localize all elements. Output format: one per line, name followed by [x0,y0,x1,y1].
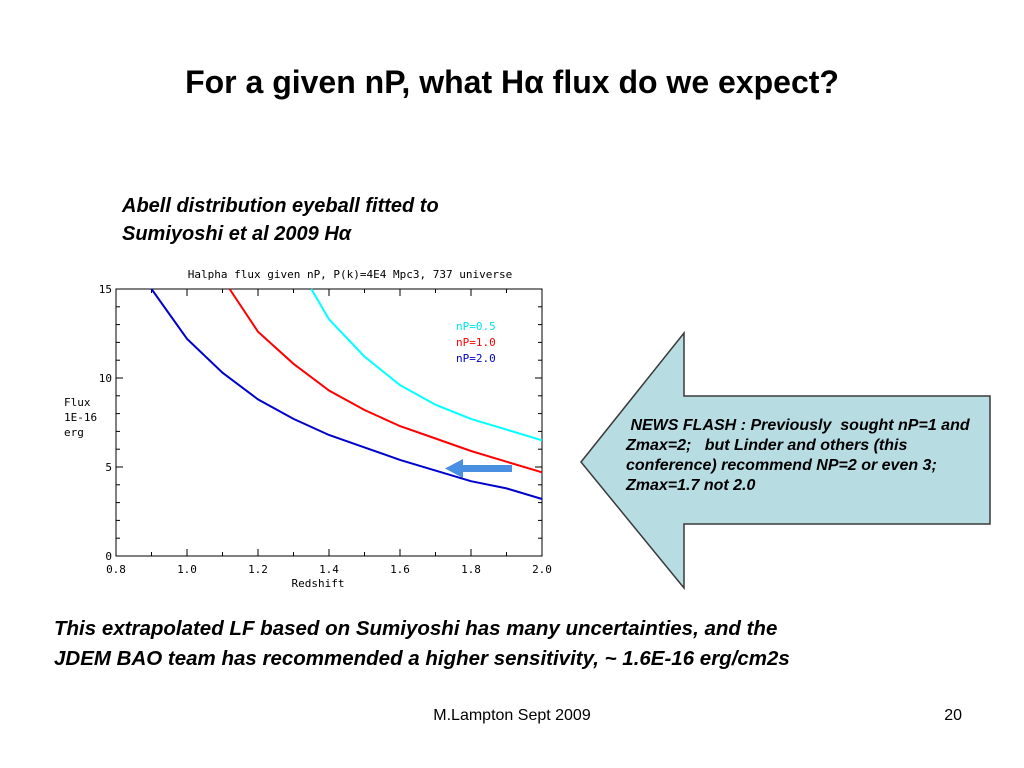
x-tick-label: 0.8 [106,563,126,576]
caption-line-2: Sumiyoshi et al 2009 Hα [122,223,352,245]
footer-author: M.Lampton Sept 2009 [433,707,591,724]
chart-legend: nP=0.5 nP=1.0 nP=2.0 [456,320,496,365]
y-tick-label: 5 [105,461,112,474]
y-tick-label: 10 [99,372,112,385]
caption-line-1: Abell distribution eyeball fitted to [122,195,439,217]
y-axis-label-line: erg [64,426,84,439]
x-tick-label: 1.8 [461,563,481,576]
y-tick-label: 15 [99,283,112,296]
series-line-np20 [150,288,543,500]
legend-entry-np05: nP=0.5 [456,320,496,333]
series-line-np10 [228,288,543,474]
x-tick-label: 2.0 [532,563,552,576]
legend-entry-np10: nP=1.0 [456,336,496,349]
y-axis-label-line: 1E-16 [64,411,97,424]
x-axis-label: Redshift [292,577,345,590]
indicator-arrow-shaft [460,465,512,472]
y-axis-label-line: Flux [64,396,91,409]
news-flash-text: NEWS FLASH : Previously sought nP=1 and … [626,417,975,494]
series-line-np05 [310,288,543,442]
chart-caption: Abell distribution eyeball fitted to Sum… [122,192,562,248]
chart-title: Halpha flux given nP, P(k)=4E4 Mpc3, 737… [188,268,513,281]
bottom-note-line-2: JDEM BAO team has recommended a higher s… [54,647,790,670]
y-tick-labels: 0 5 10 15 [99,283,112,563]
page-number: 20 [944,707,962,724]
x-tick-label: 1.0 [177,563,197,576]
x-tick-labels: 0.8 1.0 1.2 1.4 1.6 1.8 2.0 [106,563,552,576]
bottom-note: This extrapolated LF based on Sumiyoshi … [54,614,1004,674]
x-tick-label: 1.4 [319,563,339,576]
legend-entry-np20: nP=2.0 [456,352,496,365]
news-flash-arrow [580,330,991,591]
indicator-arrow [445,459,512,478]
x-tick-label: 1.6 [390,563,410,576]
slide-title: For a given nP, what Hα flux do we expec… [185,64,839,100]
x-tick-label: 1.2 [248,563,268,576]
y-tick-label: 0 [105,550,112,563]
bottom-note-line-1: This extrapolated LF based on Sumiyoshi … [54,617,778,640]
y-axis-label: Flux 1E-16 erg [64,396,97,439]
indicator-arrow-head [445,459,463,478]
